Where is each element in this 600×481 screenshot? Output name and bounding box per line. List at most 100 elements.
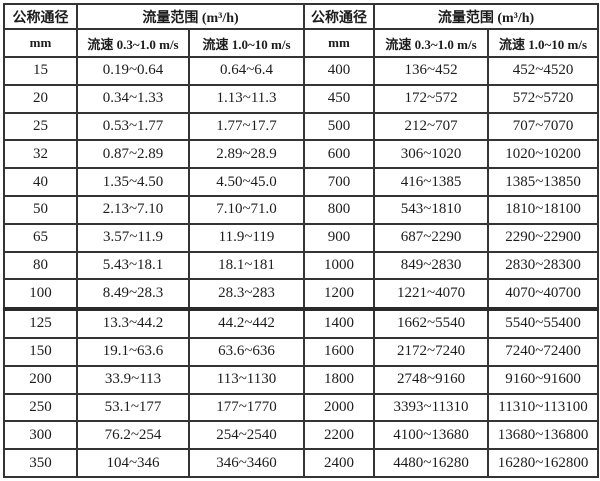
flow-range-low-cell: 8.49~28.3	[76, 278, 190, 310]
flow-range-high-cell: 2830~28300	[487, 250, 600, 281]
diameter-cell: 700	[303, 167, 376, 197]
flow-range-high-cell: 7240~72400	[487, 336, 600, 367]
flow-range-low-cell: 104~346	[76, 448, 190, 478]
diameter-cell: 50	[3, 194, 78, 225]
flow-range-low-cell: 13.3~44.2	[76, 306, 190, 339]
flow-range-high-cell: 572~5720	[487, 83, 600, 114]
unit-header-left: mm	[3, 28, 78, 58]
diameter-cell: 500	[303, 111, 376, 142]
table-row: 25 0.53~1.77 1.77~17.7 500 212~707 707~7070	[3, 111, 600, 142]
flow-range-high-cell: 2290~22900	[487, 222, 600, 253]
diameter-cell: 900	[303, 222, 376, 253]
flow-range-low-cell: 5.43~18.1	[76, 250, 190, 281]
flow-range-low-cell: 3393~11310	[373, 392, 490, 423]
diameter-cell: 300	[3, 420, 78, 451]
flow-range-high-cell: 9160~91600	[487, 364, 600, 395]
flow-range-low-cell: 53.1~177	[76, 392, 190, 423]
diameter-cell: 350	[3, 448, 78, 478]
diameter-cell: 65	[3, 222, 78, 253]
flow-range-low-cell: 849~2830	[373, 250, 490, 281]
table-row: 300 76.2~254 254~2540 2200 4100~13680 13680~1…	[3, 420, 600, 451]
flow-range-low-cell: 2.13~7.10	[76, 194, 190, 225]
table-row: 200 33.9~113 113~1130 1800 2748~9160 9160~916…	[3, 364, 600, 395]
table-row: 350 104~346 346~3460 2400 4480~16280 16280~16…	[3, 448, 600, 478]
flow-range-high-cell: 1.13~11.3	[187, 83, 306, 114]
flow-range-high-cell: 346~3460	[187, 448, 306, 478]
table-row: 65 3.57~11.9 11.9~119 900 687~2290 2290~22900	[3, 222, 600, 253]
table-row: 50 2.13~7.10 7.10~71.0 800 543~1810 1810~1810…	[3, 194, 600, 225]
flow-range-low-cell: 543~1810	[373, 194, 490, 225]
flow-range-high-cell: 16280~162800	[487, 448, 600, 478]
flow-range-low-cell: 306~1020	[373, 139, 490, 170]
flow-range-low-cell: 0.19~0.64	[76, 56, 190, 86]
flow-range-low-cell: 2748~9160	[373, 364, 490, 395]
table-row: 250 53.1~177 177~1770 2000 3393~11310 11310~1…	[3, 392, 600, 423]
flow-range-low-cell: 0.34~1.33	[76, 83, 190, 114]
flow-range-high-cell: 1.77~17.7	[187, 111, 306, 142]
flow-range-low-cell: 33.9~113	[76, 364, 190, 395]
table-row: 40 1.35~4.50 4.50~45.0 700 416~1385 1385~1385…	[3, 167, 600, 197]
flow-range-high-cell: 11310~113100	[487, 392, 600, 423]
table-row: 32 0.87~2.89 2.89~28.9 600 306~1020 1020~1020…	[3, 139, 600, 170]
table-header: 公称通径 流量范围 (m³/h) 公称通径 流量范围 (m³/h) mm 流速 …	[3, 3, 600, 58]
header-group-row: 公称通径 流量范围 (m³/h) 公称通径 流量范围 (m³/h)	[3, 3, 600, 30]
flow-range-low-cell: 2172~7240	[373, 336, 490, 367]
flow-range-low-cell: 1.35~4.50	[76, 167, 190, 197]
table-row: 15 0.19~0.64 0.64~6.4 400 136~452 452~4520	[3, 56, 600, 86]
flow-range-high-cell: 707~7070	[487, 111, 600, 142]
flow-range-high-cell: 28.3~283	[187, 278, 306, 310]
diameter-cell: 125	[3, 306, 78, 339]
flow-range-high-cell: 177~1770	[187, 392, 306, 423]
velocity-high-header-right: 流速 1.0~10 m/s	[487, 28, 600, 58]
diameter-cell: 2400	[303, 448, 376, 478]
diameter-cell: 1800	[303, 364, 376, 395]
flow-rate-table: 公称通径 流量范围 (m³/h) 公称通径 流量范围 (m³/h) mm 流速 …	[3, 3, 600, 478]
diameter-cell: 32	[3, 139, 78, 170]
table-row: 20 0.34~1.33 1.13~11.3 450 172~572 572~5720	[3, 83, 600, 114]
flow-range-low-cell: 3.57~11.9	[76, 222, 190, 253]
header-sub-row: mm 流速 0.3~1.0 m/s 流速 1.0~10 m/s mm 流速 0.…	[3, 28, 600, 58]
diameter-cell: 1000	[303, 250, 376, 281]
flow-range-low-cell: 0.87~2.89	[76, 139, 190, 170]
flow-range-low-cell: 212~707	[373, 111, 490, 142]
velocity-high-header-left: 流速 1.0~10 m/s	[187, 28, 306, 58]
diameter-cell: 200	[3, 364, 78, 395]
diameter-cell: 600	[303, 139, 376, 170]
unit-header-right: mm	[303, 28, 376, 58]
flow-range-low-cell: 1662~5540	[373, 306, 490, 339]
diameter-header-right: 公称通径	[303, 3, 376, 30]
flow-range-high-cell: 7.10~71.0	[187, 194, 306, 225]
flow-range-low-cell: 136~452	[373, 56, 490, 86]
diameter-cell: 150	[3, 336, 78, 367]
flow-range-low-cell: 416~1385	[373, 167, 490, 197]
table-body: 15 0.19~0.64 0.64~6.4 400 136~452 452~4520 20 0…	[3, 56, 600, 478]
flow-range-high-cell: 0.64~6.4	[187, 56, 306, 86]
diameter-cell: 100	[3, 278, 78, 310]
table-row: 80 5.43~18.1 18.1~181 1000 849~2830 2830~2830…	[3, 250, 600, 281]
diameter-cell: 250	[3, 392, 78, 423]
flow-range-low-cell: 4480~16280	[373, 448, 490, 478]
flow-range-low-cell: 19.1~63.6	[76, 336, 190, 367]
flow-range-header-right: 流量范围 (m³/h)	[373, 3, 600, 30]
flow-range-high-cell: 11.9~119	[187, 222, 306, 253]
flow-range-high-cell: 1385~13850	[487, 167, 600, 197]
table-row: 125 13.3~44.2 44.2~442 1400 1662~5540 5540~55…	[3, 306, 600, 339]
flow-range-high-cell: 1810~18100	[487, 194, 600, 225]
flow-range-high-cell: 2.89~28.9	[187, 139, 306, 170]
diameter-cell: 400	[303, 56, 376, 86]
flow-range-high-cell: 44.2~442	[187, 306, 306, 339]
flow-range-low-cell: 172~572	[373, 83, 490, 114]
flow-range-high-cell: 18.1~181	[187, 250, 306, 281]
velocity-low-header-left: 流速 0.3~1.0 m/s	[76, 28, 190, 58]
diameter-cell: 2000	[303, 392, 376, 423]
flow-range-high-cell: 13680~136800	[487, 420, 600, 451]
table-row: 100 8.49~28.3 28.3~283 1200 1221~4070 4070~40…	[3, 278, 600, 310]
flow-range-low-cell: 4100~13680	[373, 420, 490, 451]
velocity-low-header-right: 流速 0.3~1.0 m/s	[373, 28, 490, 58]
flow-range-high-cell: 1020~10200	[487, 139, 600, 170]
flow-range-low-cell: 1221~4070	[373, 278, 490, 310]
diameter-cell: 15	[3, 56, 78, 86]
diameter-cell: 80	[3, 250, 78, 281]
diameter-cell: 20	[3, 83, 78, 114]
